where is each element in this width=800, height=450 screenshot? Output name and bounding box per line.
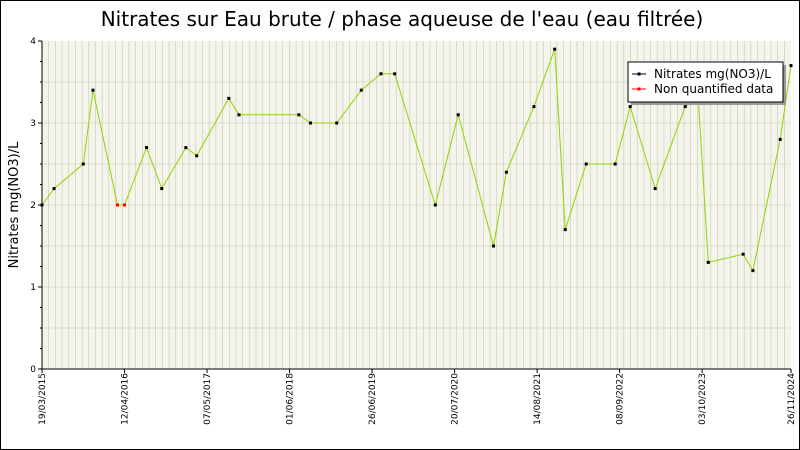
data-point: [227, 96, 231, 100]
data-point: [145, 146, 149, 150]
y-tick-label: 0: [30, 365, 36, 375]
y-tick-labels: 0 1 2 3 4: [30, 37, 36, 375]
data-point: [433, 203, 437, 207]
data-point: [335, 121, 339, 125]
data-point: [184, 146, 188, 150]
data-point: [237, 113, 241, 117]
non-quantified-point: [116, 203, 120, 207]
legend-swatch-marker: [637, 72, 641, 76]
data-point: [613, 162, 617, 166]
data-point: [81, 162, 85, 166]
x-tick-label: 20/07/2020: [451, 373, 461, 425]
y-axis-label: Nitrates mg(NO3)/L: [7, 141, 22, 268]
data-point: [751, 269, 755, 273]
chart-title: Nitrates sur Eau brute / phase aqueuse d…: [101, 7, 704, 31]
data-point: [706, 260, 710, 264]
x-tick-label: 07/05/2017: [203, 373, 213, 425]
x-tick-labels: 19/03/2015 12/04/2016 07/05/2017 01/06/2018…: [38, 373, 797, 425]
legend-swatch-marker: [637, 87, 641, 91]
data-point: [653, 187, 657, 191]
y-tick-label: 2: [30, 201, 36, 211]
data-point: [741, 252, 745, 256]
non-quantified-point: [123, 203, 127, 207]
grid: [42, 41, 791, 369]
y-tick-label: 1: [30, 283, 36, 293]
data-point: [789, 64, 793, 68]
data-point: [563, 228, 567, 232]
x-tick-label: 26/11/2024: [787, 373, 797, 425]
data-point: [504, 170, 508, 174]
data-point: [52, 187, 56, 191]
data-point: [532, 105, 536, 109]
data-point: [359, 88, 363, 92]
data-point: [91, 88, 95, 92]
y-tick-label: 3: [30, 119, 36, 129]
series-line: [41, 49, 792, 272]
x-tick-label: 01/06/2018: [286, 373, 296, 425]
data-point: [628, 105, 632, 109]
x-tick-label: 08/09/2022: [616, 373, 626, 425]
data-point: [379, 72, 383, 76]
data-point: [584, 162, 588, 166]
data-point: [195, 154, 199, 158]
data-point: [308, 121, 312, 125]
data-point: [456, 113, 460, 117]
legend-box: [627, 61, 784, 103]
data-point: [160, 187, 164, 191]
legend-label: Non quantified data: [654, 82, 773, 96]
x-tick-label: 14/08/2021: [533, 373, 543, 425]
x-tick-label: 19/03/2015: [38, 373, 48, 425]
data-point: [553, 47, 557, 51]
data-point: [393, 72, 397, 76]
y-tick-label: 4: [30, 37, 36, 47]
x-tick-label: 26/06/2019: [368, 373, 378, 425]
series-layer: [40, 47, 793, 273]
data-point: [492, 244, 496, 248]
data-point: [40, 203, 44, 207]
x-tick-label: 03/10/2023: [698, 373, 708, 425]
data-point: [297, 113, 301, 117]
data-point: [683, 105, 687, 109]
data-point: [778, 137, 782, 141]
x-tick-label: 12/04/2016: [121, 373, 131, 425]
legend-label: Nitrates mg(NO3)/L: [654, 67, 771, 81]
